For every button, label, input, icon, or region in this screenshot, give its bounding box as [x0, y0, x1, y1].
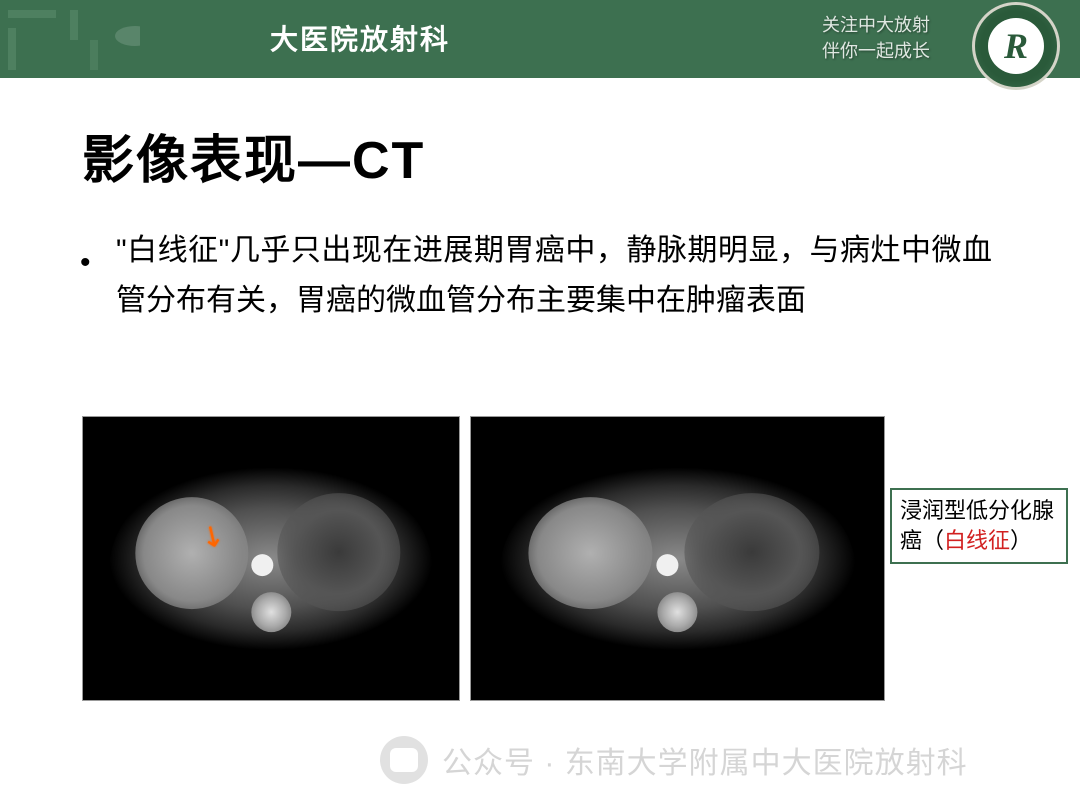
- caption-highlight: 白线征: [944, 528, 1010, 553]
- bullet-marker: •: [80, 238, 91, 288]
- bullet-text: "白线征"几乎只出现在进展期胃癌中，静脉期明显，与病灶中微血管分布有关，胃癌的微…: [82, 226, 992, 326]
- image-caption: 浸润型低分化腺癌（白线征）: [890, 488, 1068, 564]
- hospital-name: 大医院放射科: [270, 18, 450, 58]
- ct-image-2: [470, 416, 885, 701]
- ct-images-row: ↘: [82, 416, 885, 701]
- slogan-line-1: 关注中大放射: [822, 12, 930, 38]
- wechat-watermark: 公众号 · 东南大学附属中大医院放射科: [380, 736, 968, 784]
- header-decoration: [0, 0, 140, 78]
- logo-letter: R: [988, 18, 1044, 74]
- header-slogan: 关注中大放射 伴你一起成长: [822, 12, 930, 64]
- wechat-icon: [380, 736, 428, 784]
- department-logo: R: [972, 2, 1060, 90]
- slide-header: 大医院放射科 关注中大放射 伴你一起成长 R: [0, 0, 1080, 78]
- bullet-point: • "白线征"几乎只出现在进展期胃癌中，静脉期明显，与病灶中微血管分布有关，胃癌…: [82, 226, 992, 326]
- ct-image-1: ↘: [82, 416, 460, 701]
- caption-suffix: ）: [1010, 528, 1032, 553]
- slogan-line-2: 伴你一起成长: [822, 38, 930, 64]
- watermark-text: 公众号 · 东南大学附属中大医院放射科: [442, 738, 968, 782]
- slide-title: 影像表现—CT: [82, 118, 425, 193]
